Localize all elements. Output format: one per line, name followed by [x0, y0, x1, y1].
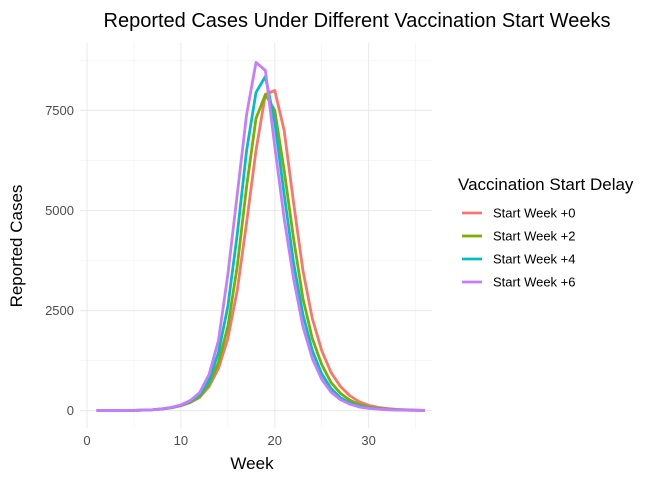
x-tick-label: 20: [268, 433, 282, 448]
legend-label: Start Week +6: [493, 275, 576, 290]
legend-label: Start Week +0: [493, 206, 576, 221]
x-tick-label: 30: [361, 433, 375, 448]
grid: [80, 43, 432, 428]
x-tick-label: 10: [174, 433, 188, 448]
series-line: [96, 93, 425, 412]
series-line: [96, 89, 425, 412]
y-axis-ticks: 0 2500 5000 7500: [45, 103, 74, 418]
x-axis-ticks: 0 10 20 30: [83, 433, 375, 448]
x-axis-title: Week: [230, 454, 274, 473]
y-tick-label: 2500: [45, 303, 74, 318]
legend: Vaccination Start Delay Start Week +0 Sta…: [458, 175, 634, 290]
y-tick-label: 0: [67, 403, 74, 418]
legend-label: Start Week +4: [493, 252, 576, 267]
y-axis-title: Reported Cases: [7, 185, 26, 308]
y-tick-label: 5000: [45, 203, 74, 218]
legend-label: Start Week +2: [493, 229, 576, 244]
chart-title: Reported Cases Under Different Vaccinati…: [104, 10, 611, 32]
x-tick-label: 0: [83, 433, 90, 448]
series-lines: [96, 61, 425, 412]
series-line: [96, 61, 425, 412]
y-tick-label: 7500: [45, 103, 74, 118]
legend-title: Vaccination Start Delay: [458, 175, 634, 194]
